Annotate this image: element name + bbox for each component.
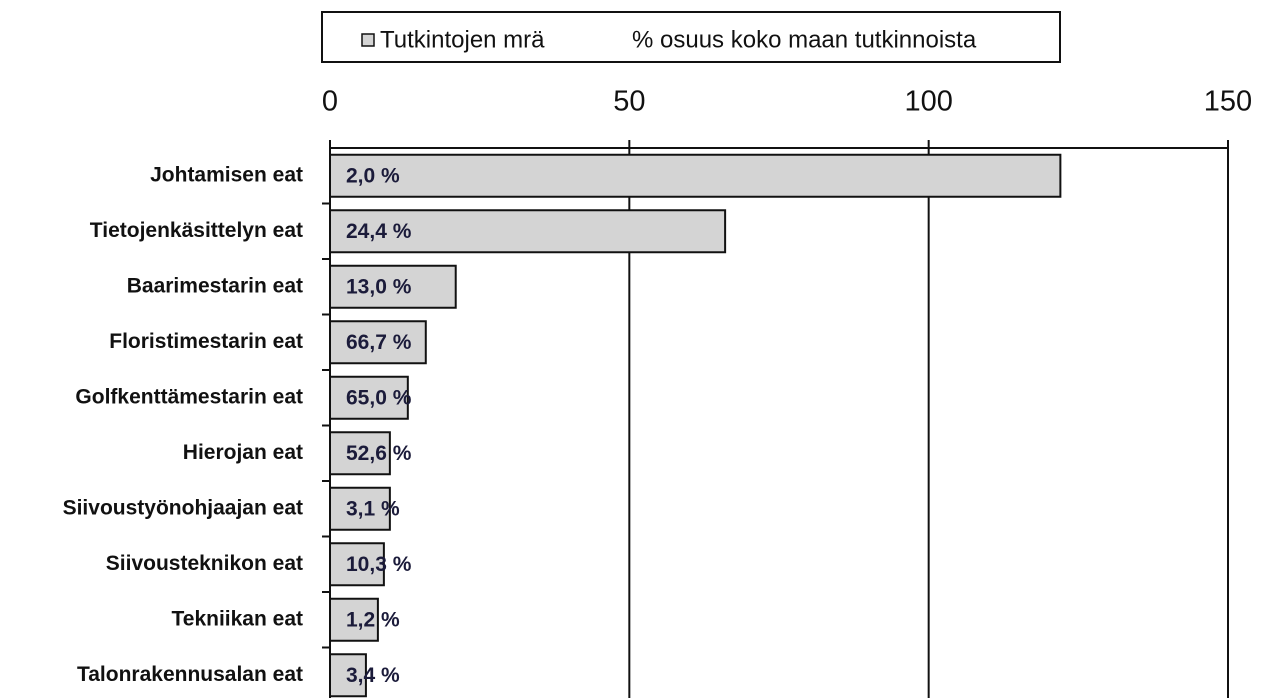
y-tick-label: Hierojan eat bbox=[183, 441, 303, 464]
bar bbox=[329, 264, 457, 309]
bar bbox=[329, 375, 409, 420]
y-tick-label: Johtamisen eat bbox=[150, 163, 303, 186]
legend-swatch bbox=[361, 33, 375, 47]
legend-label: % osuus koko maan tutkinnoista bbox=[632, 26, 977, 53]
bar bbox=[329, 320, 427, 365]
y-tick-label: Baarimestarin eat bbox=[127, 274, 303, 297]
y-tick-label: Siivousteknikon eat bbox=[106, 552, 303, 575]
bar bbox=[329, 153, 1062, 198]
data-label: 3,4 % bbox=[346, 664, 400, 687]
data-label: 24,4 % bbox=[346, 220, 412, 243]
data-label: 2,0 % bbox=[346, 164, 400, 187]
x-tick-label: 0 bbox=[322, 86, 338, 118]
data-label: 3,1 % bbox=[346, 497, 400, 520]
bar bbox=[329, 486, 391, 531]
bar bbox=[329, 597, 379, 642]
data-label: 10,3 % bbox=[346, 553, 412, 576]
x-tick-label: 150 bbox=[1204, 86, 1252, 118]
data-label: 1,2 % bbox=[346, 608, 400, 631]
y-tick-label: Talonrakennusalan eat bbox=[77, 663, 303, 686]
y-tick-label: Tietojenkäsittelyn eat bbox=[90, 219, 303, 242]
bar bbox=[329, 431, 391, 476]
bar bbox=[329, 209, 727, 254]
y-tick-label: Tekniikan eat bbox=[172, 607, 304, 630]
bar bbox=[329, 542, 385, 587]
y-tick-label: Golfkenttämestarin eat bbox=[75, 385, 303, 408]
x-tick-label: 50 bbox=[613, 86, 645, 118]
legend-label: Tutkintojen mrä bbox=[380, 26, 545, 53]
data-label: 13,0 % bbox=[346, 275, 412, 298]
data-label: 65,0 % bbox=[346, 386, 412, 409]
legend-box bbox=[321, 11, 1061, 63]
data-label: 52,6 % bbox=[346, 442, 412, 465]
data-label: 66,7 % bbox=[346, 331, 412, 354]
bar bbox=[329, 653, 367, 698]
y-tick-label: Siivoustyönohjaajan eat bbox=[63, 496, 303, 519]
x-tick-label: 100 bbox=[904, 86, 952, 118]
y-tick-label: Floristimestarin eat bbox=[109, 330, 303, 353]
